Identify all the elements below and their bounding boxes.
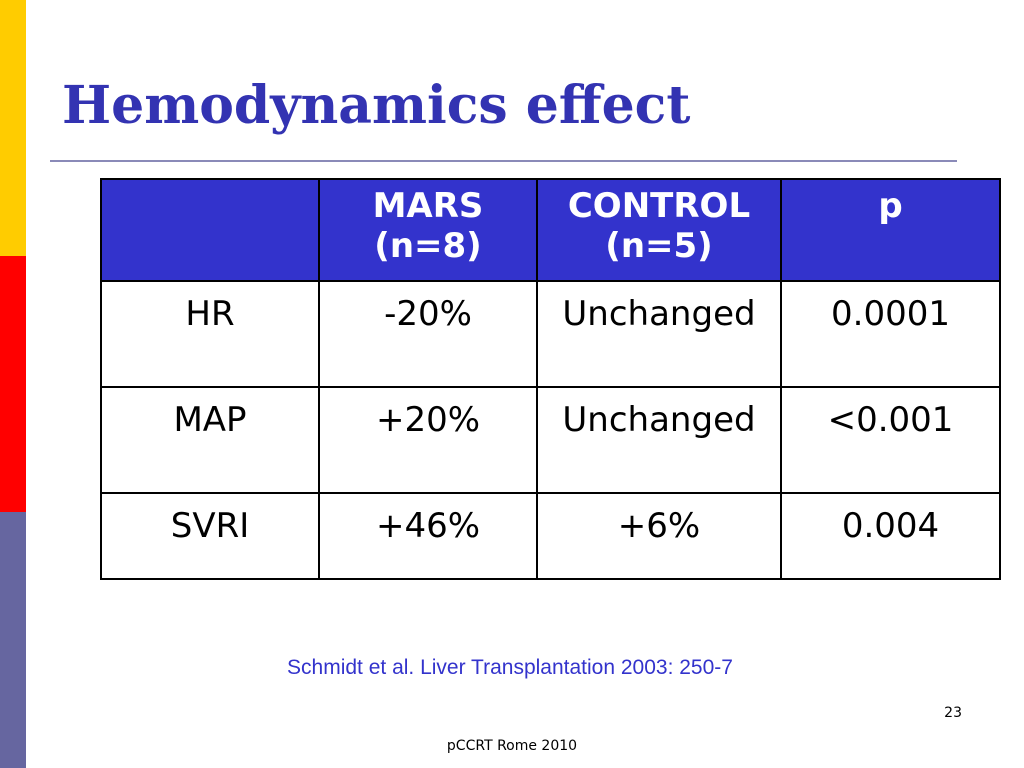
- cell-mars-svri: +46%: [318, 492, 538, 580]
- header-cell-p: p: [780, 178, 1001, 282]
- side-bar-red: [0, 256, 26, 512]
- citation: Schmidt et al. Liver Transplantation 200…: [0, 656, 1024, 680]
- cell-control-map: Unchanged: [536, 386, 782, 494]
- table-row: SVRI +46% +6% 0.004: [100, 492, 1001, 580]
- cell-p-svri: 0.004: [780, 492, 1001, 580]
- cell-control-svri: +6%: [536, 492, 782, 580]
- row-label-hr: HR: [100, 280, 320, 388]
- table-header-row: MARS (n=8) CONTROL (n=5) p: [100, 178, 1001, 282]
- side-bar-slate: [0, 512, 26, 768]
- table-row: HR -20% Unchanged 0.0001: [100, 280, 1001, 388]
- header-control-label: CONTROL: [567, 186, 751, 226]
- row-label-svri: SVRI: [100, 492, 320, 580]
- row-label-map: MAP: [100, 386, 320, 494]
- header-mars-n: (n=8): [374, 226, 482, 266]
- side-bar-yellow: [0, 0, 26, 256]
- header-control-n: (n=5): [605, 226, 713, 266]
- cell-mars-hr: -20%: [318, 280, 538, 388]
- footer-text: pCCRT Rome 2010: [446, 738, 578, 754]
- results-table: MARS (n=8) CONTROL (n=5) p HR -20% Uncha…: [100, 178, 1001, 580]
- table-row: MAP +20% Unchanged <0.001: [100, 386, 1001, 494]
- header-mars-label: MARS: [372, 186, 484, 226]
- citation-text: Schmidt et al. Liver Transplantation 200…: [287, 656, 733, 679]
- cell-p-map: <0.001: [780, 386, 1001, 494]
- header-cell-mars: MARS (n=8): [318, 178, 538, 282]
- header-cell-empty: [100, 178, 320, 282]
- header-p-label: p: [878, 186, 903, 226]
- header-cell-control: CONTROL (n=5): [536, 178, 782, 282]
- page-number: 23: [944, 705, 962, 721]
- title-divider: [50, 160, 957, 162]
- slide-title: Hemodynamics effect: [62, 75, 691, 136]
- cell-mars-map: +20%: [318, 386, 538, 494]
- cell-p-hr: 0.0001: [780, 280, 1001, 388]
- cell-control-hr: Unchanged: [536, 280, 782, 388]
